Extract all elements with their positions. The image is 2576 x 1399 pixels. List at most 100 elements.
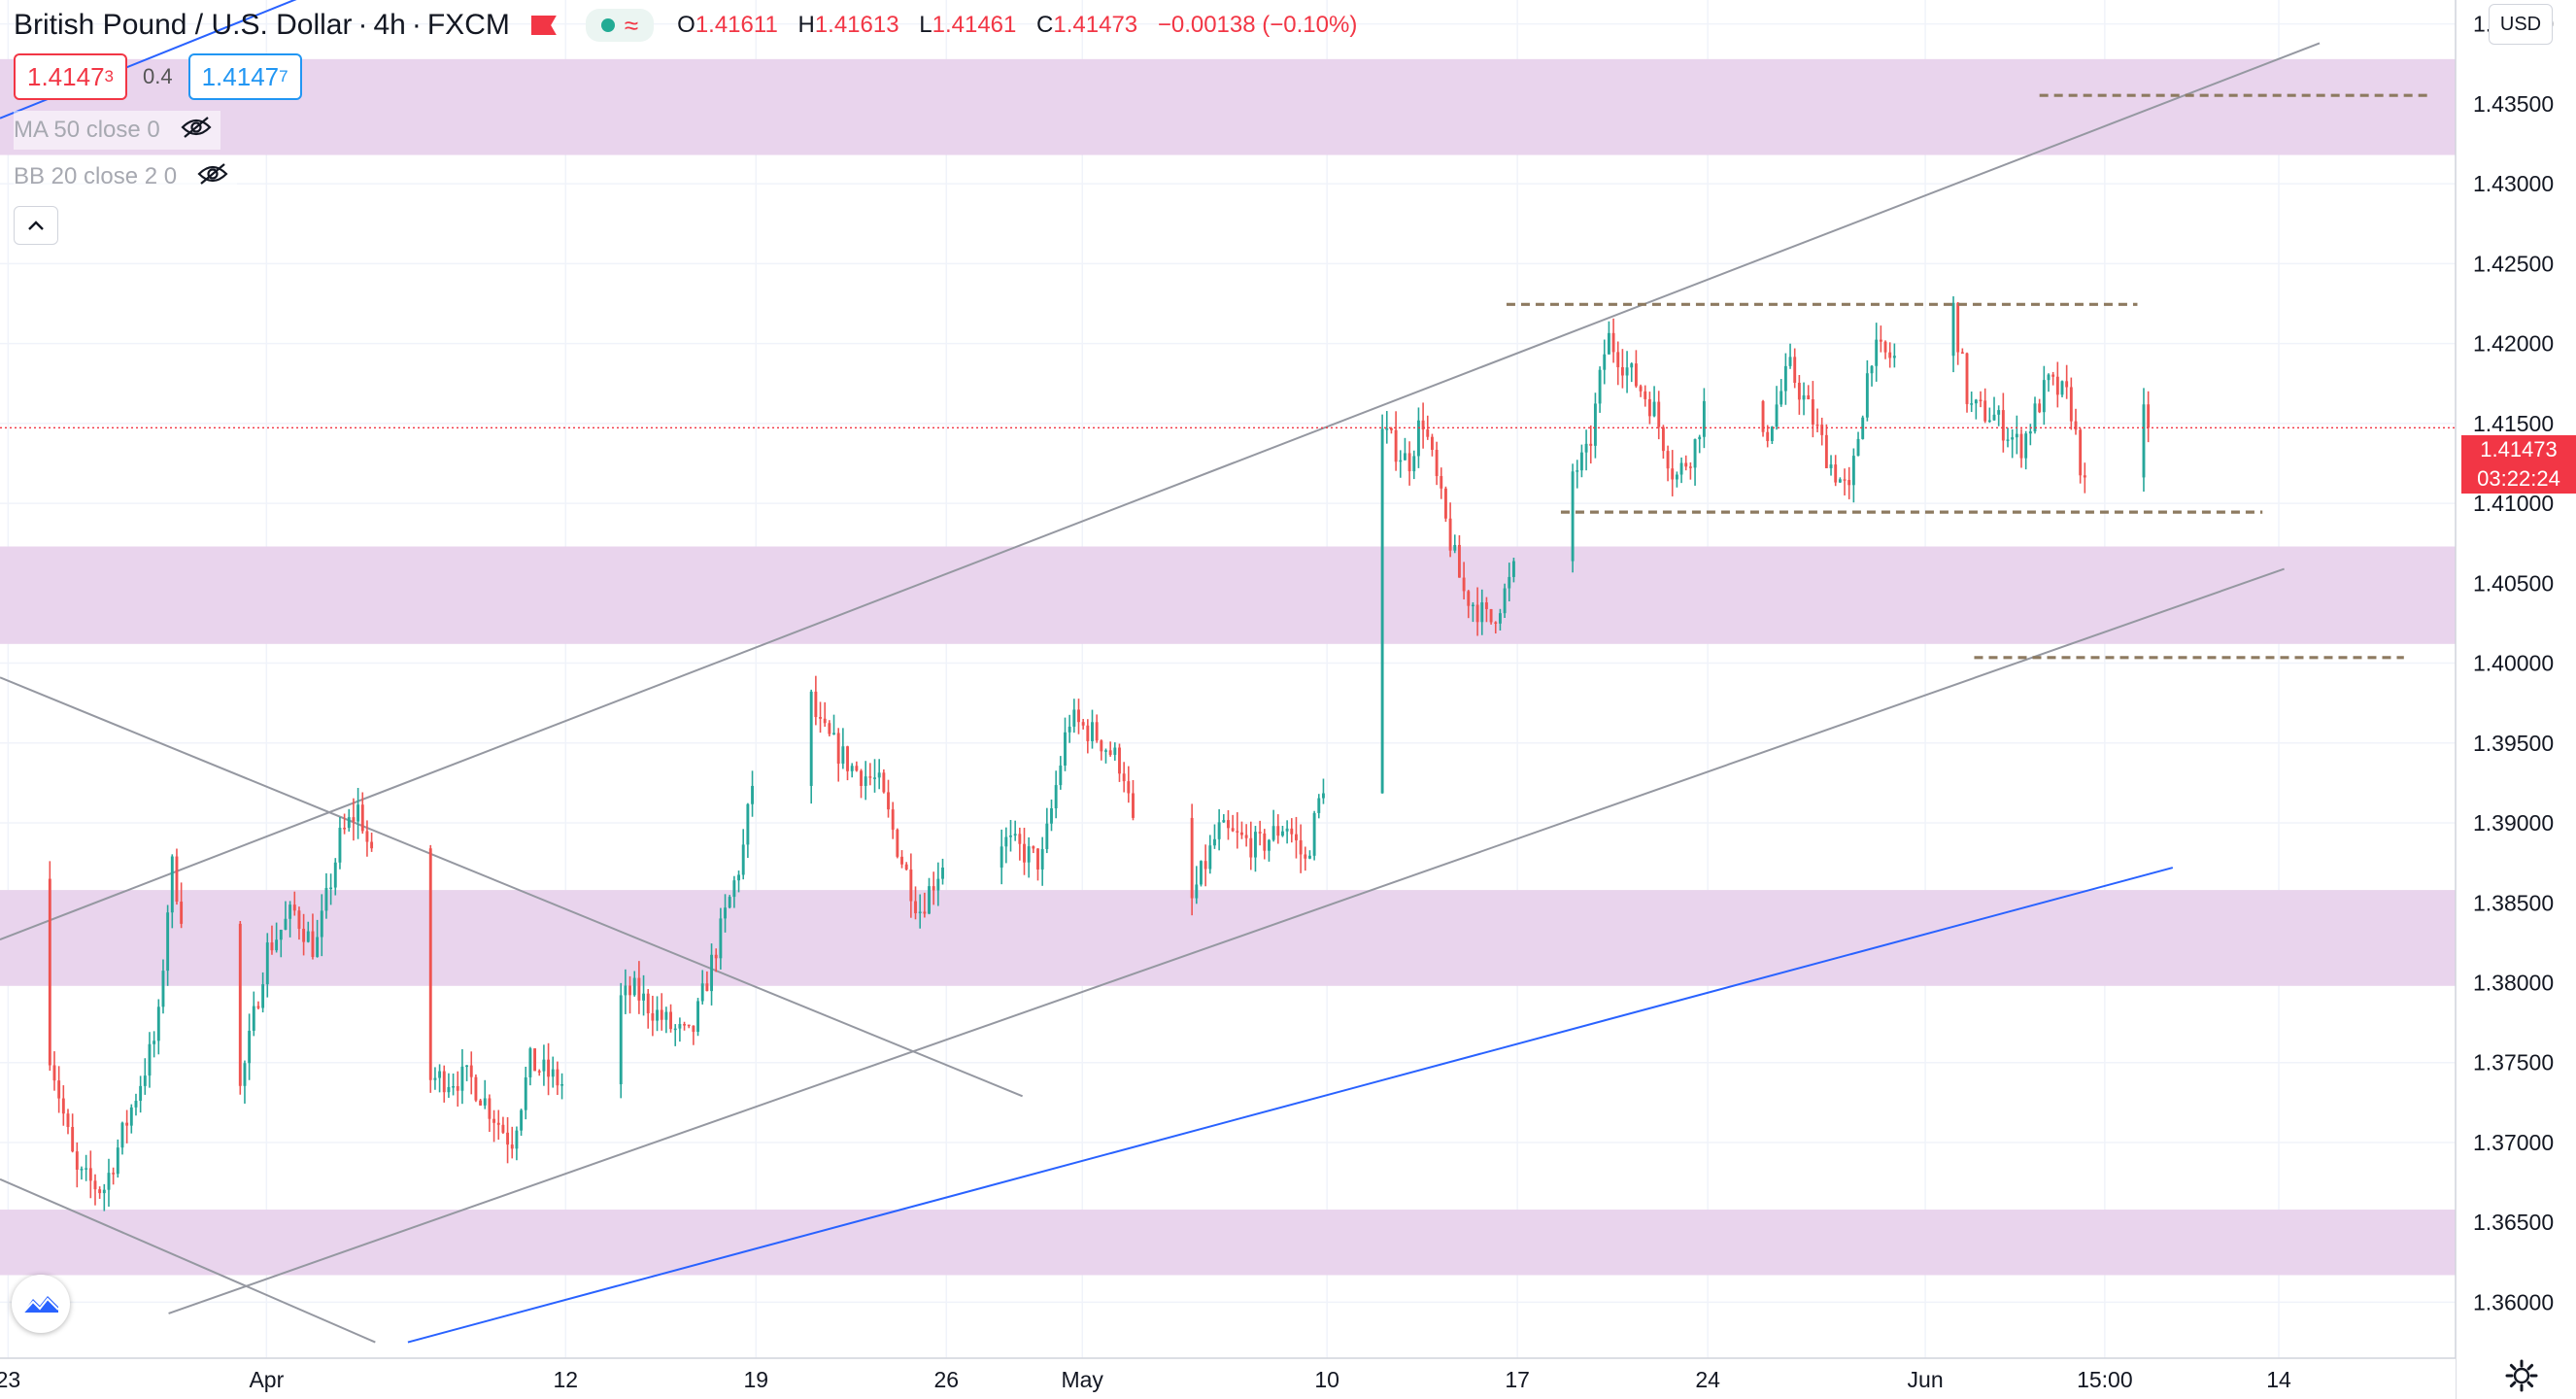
candle-body: [161, 971, 165, 1007]
candle-body: [248, 1030, 252, 1064]
price-zone[interactable]: [0, 1210, 2456, 1276]
price-zone[interactable]: [0, 890, 2456, 986]
candle-body: [2015, 433, 2018, 438]
candle-body: [1489, 608, 1493, 623]
supply-demand-zones[interactable]: [0, 58, 2456, 1276]
chart-legend-title[interactable]: British Pound / U.S. Dollar · 4h · FXCM …: [14, 4, 1371, 47]
candle-body: [537, 1071, 541, 1073]
candle-body: [156, 1007, 160, 1041]
candle-body: [428, 848, 432, 1080]
falling-line[interactable]: [0, 1177, 376, 1344]
candle-body: [356, 804, 360, 822]
sell-button[interactable]: 1.4147 3: [14, 53, 127, 100]
wave-icon: ≈: [624, 11, 639, 40]
candle-body: [687, 1024, 691, 1027]
candle-body: [510, 1144, 514, 1149]
candle-body: [1222, 820, 1226, 823]
candle-body: [868, 776, 872, 778]
candle-body: [1652, 401, 1656, 417]
candle-body: [1443, 488, 1447, 519]
candle-body: [1389, 428, 1393, 430]
interval-label[interactable]: 4h: [373, 9, 406, 41]
channel-line[interactable]: [168, 567, 2285, 1314]
currency-button[interactable]: USD: [2489, 4, 2553, 45]
candle-body: [85, 1168, 88, 1170]
candle-body: [2019, 433, 2023, 459]
candle-body: [496, 1122, 500, 1125]
candle-body: [882, 772, 886, 793]
candle-body: [1576, 470, 1579, 472]
candle-body: [732, 880, 736, 898]
price-tick-label: 1.42000: [2473, 331, 2554, 357]
candle-body: [1997, 410, 2001, 415]
candle-body: [474, 1076, 478, 1101]
candle-body: [1892, 356, 1896, 358]
tradingview-logo-icon[interactable]: [12, 1275, 70, 1333]
candle-body: [923, 911, 927, 914]
price-zone[interactable]: [0, 546, 2456, 644]
title-separator: ·: [411, 9, 422, 41]
channel-line[interactable]: [0, 42, 2321, 941]
symbol-name[interactable]: British Pound / U.S. Dollar: [14, 9, 353, 41]
candle-body: [1671, 468, 1675, 480]
trend-lines[interactable]: [0, 0, 2321, 1344]
candle-body: [501, 1124, 505, 1133]
gear-icon[interactable]: [2504, 1358, 2539, 1393]
time-axis[interactable]: 23 Apr 12 19 26 May 10 17 24 Jun 15:00 14: [0, 1357, 2456, 1399]
candle-body: [1797, 383, 1801, 400]
candle-body: [904, 864, 908, 870]
candle-body: [1009, 836, 1012, 837]
candle-body: [2065, 381, 2069, 388]
candle-body: [306, 931, 310, 942]
candle-body: [297, 910, 301, 929]
candle-body: [1059, 765, 1063, 786]
candle-body: [1484, 602, 1488, 609]
falling-line[interactable]: [0, 676, 1024, 1098]
candle-body: [1802, 394, 1806, 400]
market-status-pill[interactable]: ≈: [585, 9, 655, 42]
candle-body: [1040, 848, 1044, 870]
candle-body: [1770, 427, 1774, 441]
candle-body: [61, 1098, 65, 1114]
indicator-bb[interactable]: BB 20 close 2 0: [14, 157, 238, 196]
candle-body: [1834, 464, 1838, 483]
candle-body: [1693, 439, 1697, 468]
candle-body: [678, 1024, 682, 1029]
candle-body: [1122, 773, 1126, 782]
candle-body: [261, 984, 265, 1008]
candle-body: [520, 1109, 524, 1131]
eye-hidden-icon[interactable]: [196, 162, 229, 192]
candle-body: [1118, 747, 1121, 774]
price-zone[interactable]: [0, 58, 2456, 155]
candle-body: [1203, 861, 1207, 870]
candle-body: [1630, 363, 1634, 368]
candle-body: [1399, 460, 1403, 462]
candle-body: [324, 887, 328, 911]
eye-hidden-icon[interactable]: [180, 116, 213, 146]
candle-body: [841, 746, 845, 764]
candle-body: [724, 907, 727, 919]
indicator-ma[interactable]: MA 50 close 0: [14, 111, 220, 150]
title-separator: ·: [357, 9, 368, 41]
candle-body: [488, 1098, 491, 1119]
price-tick-label: 1.38500: [2473, 890, 2554, 915]
buy-price-pip: 7: [279, 67, 288, 85]
flag-icon[interactable]: [530, 16, 557, 35]
buy-button[interactable]: 1.4147 7: [187, 53, 302, 100]
price-axis[interactable]: 1.440001.435001.430001.425001.420001.415…: [2455, 0, 2576, 1399]
candle-body: [1675, 474, 1678, 480]
candle-body: [1883, 341, 1887, 353]
source-label: FXCM: [426, 9, 510, 41]
chart-grid: [0, 0, 2456, 1358]
horizontal-levels[interactable]: [0, 93, 2456, 660]
time-tick-label: 19: [743, 1367, 768, 1392]
candle-body: [1992, 414, 1996, 421]
candle-body: [1974, 399, 1978, 404]
collapse-legend-button[interactable]: [14, 206, 58, 245]
candle-body: [1190, 817, 1194, 899]
trend-line[interactable]: [407, 867, 2174, 1344]
candle-body: [683, 1024, 687, 1026]
candle-body: [719, 918, 723, 959]
trade-buttons: 1.4147 3 0.4 1.4147 7: [14, 52, 302, 101]
